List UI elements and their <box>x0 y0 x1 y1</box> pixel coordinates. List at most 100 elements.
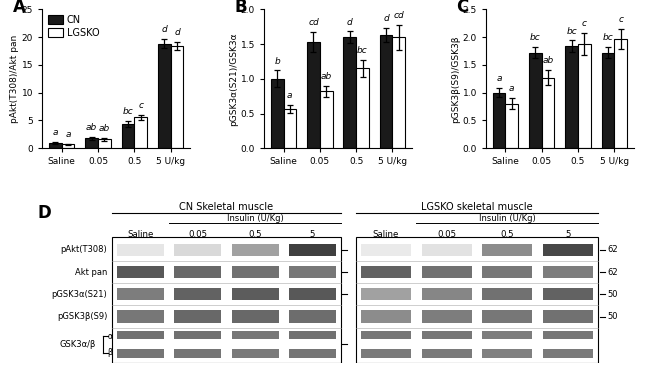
Bar <box>283 109 296 148</box>
Text: a: a <box>496 74 502 83</box>
Bar <box>271 79 283 148</box>
Bar <box>85 138 98 148</box>
Bar <box>393 37 405 148</box>
Text: 0.05: 0.05 <box>437 230 456 239</box>
Bar <box>343 37 356 148</box>
Text: c: c <box>138 101 143 110</box>
Bar <box>174 349 222 358</box>
Bar <box>422 266 471 278</box>
Y-axis label: pGSK3α(S21)/GSK3α: pGSK3α(S21)/GSK3α <box>229 32 238 125</box>
Bar <box>231 349 279 358</box>
Text: d: d <box>161 25 167 34</box>
Bar <box>174 331 222 339</box>
Text: c: c <box>618 15 623 24</box>
Bar <box>62 144 74 148</box>
Bar <box>171 46 183 148</box>
Bar <box>117 288 164 300</box>
Text: pGSK3β(S9): pGSK3β(S9) <box>57 312 107 321</box>
Bar <box>543 331 593 339</box>
Bar <box>356 237 598 363</box>
Bar <box>117 244 164 256</box>
Text: Insulin (U/Kg): Insulin (U/Kg) <box>479 214 536 223</box>
Bar <box>98 139 110 148</box>
Bar <box>112 237 341 363</box>
Text: bc: bc <box>603 33 614 42</box>
Text: ab: ab <box>86 123 97 132</box>
Legend: CN, LGSKO: CN, LGSKO <box>47 14 100 38</box>
Text: 0.5: 0.5 <box>248 230 262 239</box>
Text: 62: 62 <box>607 245 618 254</box>
Bar <box>543 310 593 323</box>
Text: 5: 5 <box>309 230 315 239</box>
Bar <box>117 266 164 278</box>
Text: a: a <box>65 130 71 139</box>
Bar <box>231 244 279 256</box>
Text: 0.05: 0.05 <box>188 230 207 239</box>
Bar <box>231 266 279 278</box>
Text: a: a <box>53 128 58 137</box>
Text: Akt pan: Akt pan <box>75 268 107 276</box>
Bar <box>117 310 164 323</box>
Bar <box>422 331 471 339</box>
Bar <box>307 42 320 148</box>
Text: Insulin (U/Kg): Insulin (U/Kg) <box>227 214 283 223</box>
Text: ab: ab <box>99 124 110 134</box>
Bar <box>49 143 62 148</box>
Bar <box>422 244 471 256</box>
Bar <box>505 104 518 148</box>
Text: Saline: Saline <box>127 230 154 239</box>
Text: ab: ab <box>320 72 332 81</box>
Bar <box>361 310 411 323</box>
Bar <box>356 68 369 148</box>
Bar <box>543 244 593 256</box>
Bar <box>482 331 532 339</box>
Text: 5: 5 <box>566 230 571 239</box>
Text: d: d <box>347 18 353 27</box>
Bar <box>289 349 336 358</box>
Text: B: B <box>235 0 247 16</box>
Text: α: α <box>107 332 112 340</box>
Text: bc: bc <box>566 27 577 36</box>
Text: cd: cd <box>308 18 319 27</box>
Bar <box>361 288 411 300</box>
Text: A: A <box>12 0 25 16</box>
Text: b: b <box>274 57 280 65</box>
Bar <box>174 266 222 278</box>
Y-axis label: pGSK3β(S9)/GSK3β: pGSK3β(S9)/GSK3β <box>450 35 460 122</box>
Text: a: a <box>509 84 514 93</box>
Bar <box>482 310 532 323</box>
Text: β: β <box>107 348 112 357</box>
Bar <box>614 39 627 148</box>
Text: bc: bc <box>530 33 541 42</box>
Text: ab: ab <box>542 56 554 65</box>
Bar <box>231 331 279 339</box>
Text: d: d <box>384 14 389 23</box>
Bar <box>289 244 336 256</box>
Bar <box>380 35 393 148</box>
Bar <box>543 288 593 300</box>
Bar <box>543 349 593 358</box>
Bar <box>231 288 279 300</box>
Bar <box>482 266 532 278</box>
Bar <box>289 310 336 323</box>
Bar <box>541 78 554 148</box>
Text: pGSK3α(S21): pGSK3α(S21) <box>51 290 107 299</box>
Text: c: c <box>582 19 587 28</box>
Bar <box>361 266 411 278</box>
Bar <box>122 124 135 148</box>
Bar <box>482 349 532 358</box>
Text: cd: cd <box>393 11 404 20</box>
Bar <box>289 266 336 278</box>
Bar <box>361 331 411 339</box>
Bar <box>543 266 593 278</box>
Text: CN Skeletal muscle: CN Skeletal muscle <box>179 202 274 212</box>
Text: pAkt(T308): pAkt(T308) <box>60 245 107 254</box>
Text: GSK3α/β: GSK3α/β <box>60 340 96 349</box>
Bar <box>174 288 222 300</box>
Text: C: C <box>456 0 469 16</box>
Bar <box>289 331 336 339</box>
Bar <box>231 310 279 323</box>
Bar <box>578 44 591 148</box>
Bar <box>361 244 411 256</box>
Bar <box>602 53 614 148</box>
